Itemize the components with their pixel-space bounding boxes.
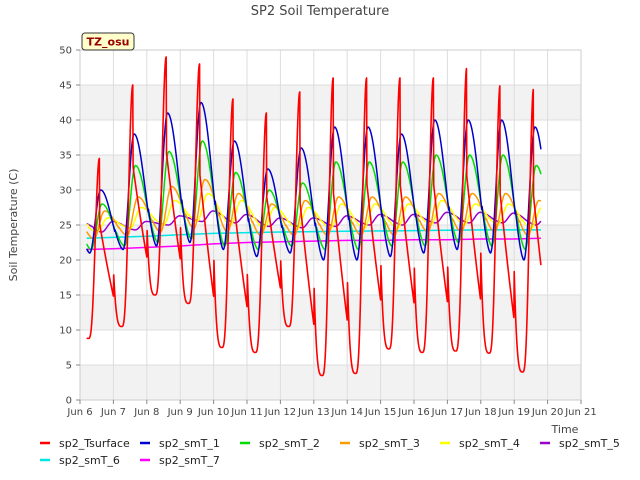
legend-label: sp2_smT_3: [359, 437, 420, 450]
y-tick-label: 45: [59, 81, 72, 92]
x-tick-label: Jun 10: [197, 407, 230, 418]
x-tick-label: Jun 14: [330, 407, 363, 418]
legend-label: sp2_smT_7: [159, 454, 220, 467]
legend-item-sp2-smT-5: sp2_smT_5: [540, 437, 620, 450]
x-tick-label: Jun 13: [297, 407, 330, 418]
site-badge: TZ_osu: [81, 32, 135, 51]
plot-band: [80, 365, 581, 400]
x-tick-label: Jun 8: [133, 407, 159, 418]
legend-item-sp2-smT-4: sp2_smT_4: [440, 437, 520, 450]
legend-label: sp2_smT_6: [59, 454, 120, 467]
legend-label: sp2_smT_5: [559, 437, 620, 450]
site-badge-label: TZ_osu: [87, 36, 130, 49]
legend-label: sp2_smT_1: [159, 437, 220, 450]
x-tick-label: Jun 11: [230, 407, 263, 418]
x-tick-label: Jun 12: [264, 407, 297, 418]
y-tick-label: 35: [59, 151, 72, 162]
x-axis-ticks: Jun 6 Jun 7 Jun 8 Jun 9 Jun 10 Jun 11 Jun 12 Ju…: [66, 400, 597, 418]
y-tick-label: 0: [66, 396, 72, 407]
x-tick-label: Jun 9: [167, 407, 193, 418]
legend-item-sp2-smT-3: sp2_smT_3: [340, 437, 420, 450]
y-tick-label: 25: [59, 221, 72, 232]
x-tick-label: Jun 19: [497, 407, 530, 418]
y-axis-ticks: 0 5 10 15 20 25 30 35 40 45 50: [59, 46, 80, 407]
x-tick-label: Jun 18: [464, 407, 497, 418]
legend-item-sp2-smT-2: sp2_smT_2: [240, 437, 320, 450]
y-tick-label: 50: [59, 46, 72, 57]
x-tick-label: Jun 7: [100, 407, 126, 418]
legend-item-sp2-Tsurface: sp2_Tsurface: [40, 437, 130, 450]
y-tick-label: 40: [59, 116, 72, 127]
legend-label: sp2_smT_4: [459, 437, 520, 450]
x-tick-label: Jun 16: [397, 407, 430, 418]
legend-item-sp2-smT-7: sp2_smT_7: [140, 454, 220, 467]
y-tick-label: 10: [59, 326, 72, 337]
x-tick-label: Jun 15: [364, 407, 397, 418]
x-tick-label: Jun 6: [66, 407, 92, 418]
y-axis-title: Soil Temperature (C): [7, 169, 20, 282]
series-lines: [85, 56, 542, 377]
chart-legend: sp2_Tsurface sp2_smT_1 sp2_smT_2 sp2_smT_3 s…: [40, 437, 620, 467]
x-axis-title: Time: [551, 423, 579, 436]
y-tick-label: 20: [59, 256, 72, 267]
x-tick-label: Jun 17: [431, 407, 464, 418]
legend-item-sp2-smT-1: sp2_smT_1: [140, 437, 220, 450]
x-tick-label: Jun 20: [531, 407, 564, 418]
legend-item-sp2-smT-6: sp2_smT_6: [40, 454, 120, 467]
site-badge-box: [81, 32, 135, 51]
plot-band: [80, 295, 581, 330]
series-line-sp2-Tsurface: [86, 56, 542, 377]
legend-label: sp2_Tsurface: [59, 437, 130, 450]
y-tick-label: 15: [59, 291, 72, 302]
x-tick-label: Jun 21: [564, 407, 597, 418]
chart-title: SP2 Soil Temperature: [251, 4, 389, 19]
legend-label: sp2_smT_2: [259, 437, 320, 450]
series-line-sp2-smT-7: [86, 237, 541, 251]
y-tick-label: 5: [66, 361, 72, 372]
y-tick-label: 30: [59, 186, 72, 197]
